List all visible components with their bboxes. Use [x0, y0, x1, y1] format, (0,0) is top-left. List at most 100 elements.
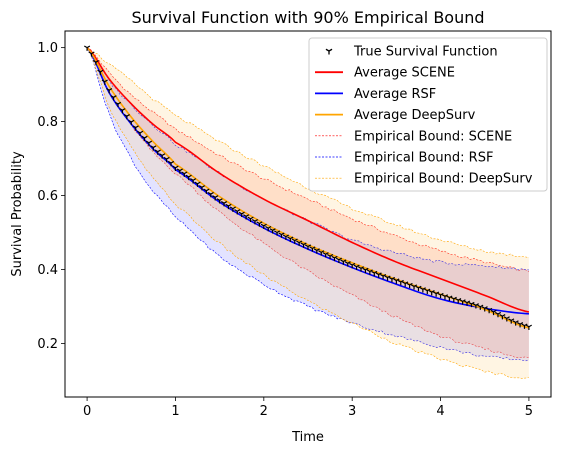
true-survival-marker	[282, 234, 289, 240]
true-survival-marker	[463, 300, 471, 306]
true-survival-marker	[137, 130, 144, 137]
true-survival-marker	[106, 88, 113, 94]
true-survival-marker	[384, 275, 391, 281]
true-survival-marker	[141, 135, 148, 142]
true-survival-marker	[287, 236, 294, 242]
true-survival-marker	[194, 181, 201, 187]
y-tick-label: 0.4	[37, 263, 58, 278]
true-survival-marker	[247, 216, 254, 222]
legend-marker-icon	[325, 48, 333, 55]
true-survival-marker	[225, 203, 232, 210]
true-survival-marker	[331, 255, 338, 262]
true-survival-marker	[428, 290, 435, 296]
true-survival-marker	[349, 262, 356, 269]
true-survival-marker	[243, 214, 250, 220]
true-survival-marker	[477, 304, 484, 310]
true-survival-marker	[415, 285, 422, 292]
bounds-layer	[86, 47, 530, 379]
true-survival-marker	[154, 149, 161, 155]
bound-band-scene	[87, 47, 529, 358]
bound-lower-deepsurv	[86, 47, 529, 379]
true-survival-marker	[185, 174, 192, 181]
series-line-scene	[86, 47, 530, 313]
true-survival-marker	[181, 171, 188, 177]
legend-label: True Survival Function	[353, 45, 498, 60]
true-survival-marker	[163, 156, 170, 163]
true-survival-marker	[419, 287, 426, 293]
bound-band-deepsurv	[87, 47, 529, 379]
true-survival-marker	[256, 221, 263, 227]
true-survival-marker	[97, 69, 104, 76]
true-survival-marker	[402, 281, 409, 287]
y-tick-label: 0.2	[37, 337, 58, 352]
true-survival-marker	[123, 114, 130, 120]
true-survival-marker	[278, 232, 285, 238]
true-survival-marker	[468, 301, 475, 308]
true-survival-marker	[516, 322, 524, 328]
true-survival-marker	[410, 284, 418, 290]
true-survival-marker	[296, 240, 303, 246]
true-survival-marker	[380, 273, 387, 280]
true-survival-marker	[88, 51, 95, 57]
y-tick-label: 0.8	[37, 115, 58, 130]
true-survival-marker	[450, 296, 457, 303]
legend-label: Empirical Bound: SCENE	[354, 129, 512, 144]
plot-frame	[64, 30, 552, 398]
true-survival-marker	[375, 272, 382, 278]
true-survival-marker	[212, 195, 219, 201]
true-survival-marker	[273, 230, 281, 236]
x-axis-ticks: 0 1 2 3 4 5	[83, 397, 533, 419]
true-survival-marker	[388, 276, 396, 283]
legend-label: Average SCENE	[354, 66, 455, 81]
true-survival-marker	[216, 198, 223, 204]
true-survival-marker	[322, 252, 329, 258]
true-survival-marker	[260, 223, 267, 230]
true-survival-marker	[220, 201, 228, 207]
true-survival-marker	[494, 311, 502, 318]
bound-upper-scene	[86, 47, 530, 273]
true-survival-marker	[437, 292, 444, 299]
true-survival-marker	[92, 59, 100, 66]
true-survival-marker	[291, 238, 298, 244]
legend-box	[308, 37, 548, 192]
x-tick-label: 3	[348, 404, 356, 419]
true-survival-marker	[472, 303, 479, 309]
true-survival-marker	[207, 191, 214, 198]
x-tick-label: 4	[436, 404, 444, 419]
true-survival-marker	[441, 294, 449, 300]
true-survival-marker	[309, 246, 316, 252]
x-tick-label: 2	[260, 404, 268, 419]
true-survival-marker	[424, 288, 431, 294]
true-survival-marker	[481, 306, 488, 312]
true-survival-marker	[499, 314, 506, 320]
true-survival-marker	[353, 264, 360, 270]
legend-label: Empirical Bound: RSF	[354, 151, 493, 166]
true-survival-marker	[521, 323, 528, 329]
true-survival-marker	[110, 95, 117, 101]
true-survival-marker	[508, 318, 515, 324]
true-survival-marker	[318, 250, 325, 256]
true-survival-marker	[84, 45, 91, 51]
true-survival-marker	[150, 145, 157, 151]
bound-band-rsf	[87, 47, 529, 361]
true-survival-marker	[269, 228, 276, 234]
true-survival-marker	[313, 248, 320, 254]
true-survival-marker	[145, 140, 153, 146]
true-survival-marker	[486, 307, 493, 314]
true-survival-marker	[251, 219, 259, 225]
true-survival-marker	[362, 267, 369, 274]
true-survival-marker	[238, 211, 245, 218]
true-survival-marker	[190, 178, 197, 184]
true-survival-marker	[512, 320, 519, 326]
x-axis-label: Time	[291, 430, 324, 445]
true-survival-marker	[335, 257, 343, 263]
y-tick-label: 1.0	[37, 41, 58, 56]
legend-label: Average DeepSurv	[354, 108, 476, 123]
true-survival-marker	[525, 324, 532, 330]
true-survival-marker	[128, 119, 135, 126]
true-survival-marker	[159, 153, 166, 159]
true-survival-marker	[393, 278, 400, 284]
true-survival-marker	[300, 242, 307, 248]
true-survival-marker	[167, 160, 175, 167]
